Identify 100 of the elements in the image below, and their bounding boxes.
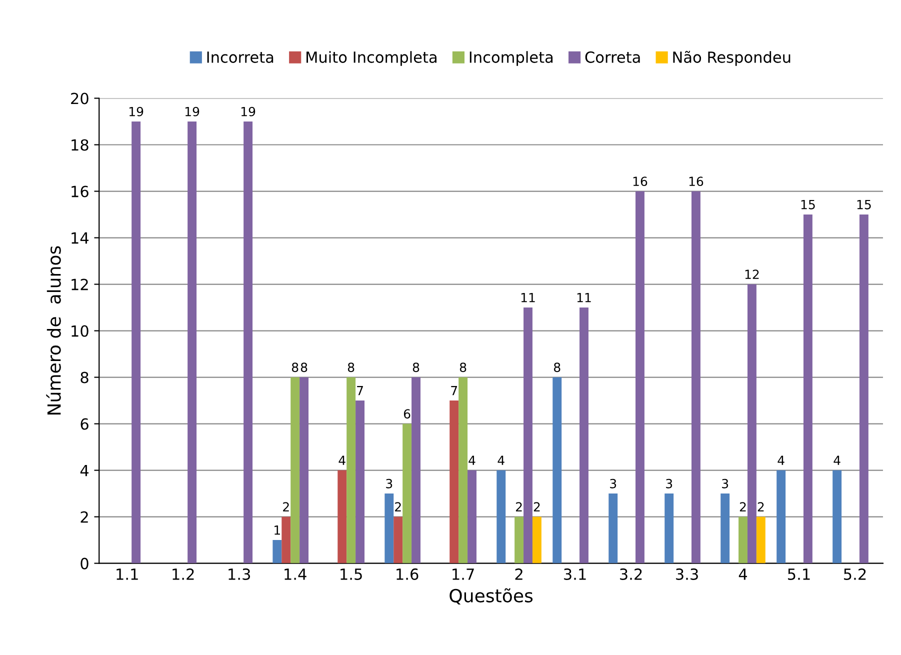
- bar: [412, 377, 420, 564]
- bar: [524, 308, 532, 564]
- data-label: 2: [534, 502, 540, 512]
- data-label: 8: [292, 362, 298, 372]
- x-tick-label: 1.1: [116, 568, 138, 580]
- legend-label: Muito Incompleta: [306, 51, 436, 66]
- data-label: 11: [521, 293, 535, 302]
- data-label: 8: [460, 362, 466, 372]
- bar: [384, 494, 394, 564]
- bar: [290, 377, 300, 564]
- data-label: 6: [404, 409, 410, 419]
- x-tick-label: 1.6: [396, 568, 418, 580]
- y-tick-label: 14: [72, 232, 89, 244]
- y-tick-label: 16: [72, 186, 88, 198]
- bar: [496, 470, 506, 564]
- bar: [664, 494, 674, 564]
- data-label: 1: [274, 526, 280, 535]
- x-tick-label: 1.2: [172, 568, 194, 580]
- data-label: 16: [633, 176, 648, 186]
- data-label: 15: [801, 200, 815, 210]
- y-tick-label: 18: [72, 139, 88, 151]
- data-label: 8: [300, 362, 308, 372]
- y-tick-label: 12: [72, 278, 88, 290]
- data-label: 16: [689, 176, 704, 186]
- bar: [132, 122, 141, 564]
- data-label: 3: [610, 478, 616, 488]
- bar: [832, 470, 842, 564]
- bar: [402, 424, 412, 564]
- bar: [636, 191, 644, 564]
- bar: [552, 377, 562, 564]
- bar: [346, 377, 356, 564]
- bar: [450, 400, 459, 564]
- y-tick-label: 6: [80, 418, 88, 430]
- bar: [803, 214, 812, 564]
- bar: [272, 540, 282, 564]
- data-label: 3: [666, 478, 672, 488]
- bar: [282, 516, 291, 564]
- data-label: 11: [577, 293, 591, 302]
- legend-label: Incompleta: [470, 51, 553, 66]
- data-label: 2: [516, 502, 522, 512]
- data-label: 15: [857, 200, 871, 210]
- bar: [747, 284, 756, 564]
- bar: [356, 400, 365, 564]
- data-label: 4: [468, 456, 476, 465]
- bar: [720, 494, 730, 564]
- y-tick-label: 2: [80, 511, 88, 523]
- x-tick-label: 2: [515, 568, 522, 580]
- x-tick-label: 5.2: [844, 568, 866, 580]
- data-label: 3: [386, 478, 392, 488]
- legend-label: Não Respondeu: [673, 50, 790, 66]
- bar: [188, 122, 197, 564]
- data-label: 7: [357, 386, 363, 396]
- bar: [514, 516, 524, 564]
- x-tick-label: 1.7: [452, 568, 474, 580]
- y-tick-label: 4: [80, 464, 89, 476]
- x-tick-label: 3.1: [564, 568, 586, 580]
- bar: [300, 377, 309, 564]
- y-axis-title: Número de alunos: [46, 246, 61, 414]
- bar: [691, 191, 700, 564]
- x-tick-label: 1.4: [284, 568, 306, 580]
- data-label: 2: [758, 502, 764, 512]
- y-tick-label: 20: [71, 92, 88, 104]
- bar: [468, 470, 476, 564]
- data-label: 4: [834, 456, 840, 465]
- y-tick-label: 0: [80, 558, 88, 570]
- bar: [738, 516, 748, 564]
- data-label: 12: [745, 270, 759, 279]
- x-tick-label: 3.3: [676, 568, 698, 580]
- bar: [458, 377, 468, 564]
- y-tick-label: 10: [72, 325, 88, 337]
- x-tick-label: 3.2: [620, 568, 642, 580]
- x-tick-label: 1.3: [228, 568, 250, 580]
- data-label: 3: [722, 478, 728, 488]
- x-axis-title: Questões: [450, 588, 533, 605]
- bar: [608, 494, 618, 564]
- data-label: 8: [412, 362, 420, 372]
- legend-label: Correta: [585, 51, 640, 63]
- data-label: 7: [451, 386, 457, 396]
- data-label: 2: [395, 502, 401, 512]
- y-tick-label: 8: [80, 372, 88, 384]
- data-label: 4: [338, 456, 346, 465]
- x-tick-label: 5.1: [788, 568, 810, 580]
- data-label: 19: [241, 106, 256, 116]
- bar: [394, 516, 403, 564]
- data-label: 19: [185, 106, 200, 116]
- bar: [338, 470, 347, 564]
- x-tick-label: 1.5: [340, 568, 362, 580]
- bar: [859, 214, 868, 564]
- data-label: 2: [740, 502, 746, 512]
- data-label: 8: [348, 362, 354, 372]
- legend-label: Incorreta: [207, 52, 274, 63]
- bar: [532, 516, 542, 564]
- bar: [756, 516, 766, 564]
- bar: [244, 122, 253, 564]
- bar: [580, 308, 588, 564]
- bar: [776, 470, 786, 564]
- data-label: 8: [554, 362, 560, 372]
- data-label: 4: [498, 456, 504, 465]
- data-label: 2: [283, 502, 289, 512]
- data-label: 19: [129, 106, 144, 116]
